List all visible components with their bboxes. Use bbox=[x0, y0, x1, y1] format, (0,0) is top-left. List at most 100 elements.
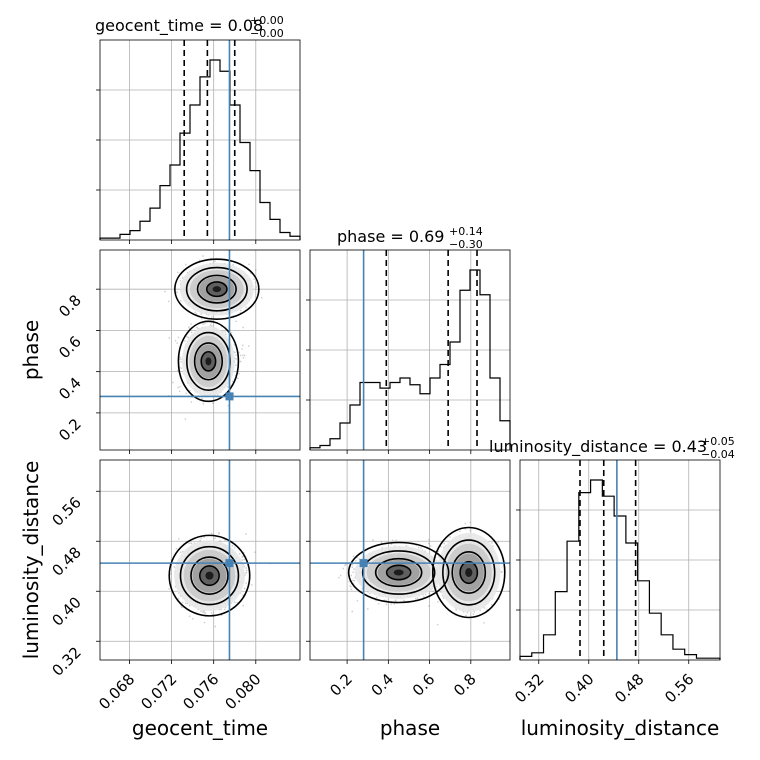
title-phase-sub: −0.30 bbox=[449, 238, 483, 251]
title-luminosity-distance-sub: −0.04 bbox=[701, 448, 735, 461]
xtick-label-luminosity-distance-2: 0.48 bbox=[611, 670, 647, 706]
hist-bar-luminosity-distance-3 bbox=[555, 592, 567, 660]
title-luminosity-distance-sup: +0.05 bbox=[701, 435, 735, 448]
scatter-panel-phase-vs-luminosity-distance-contour-1-3 bbox=[385, 564, 412, 581]
scatter-panel-geocent-time-vs-phase-frame bbox=[99, 249, 301, 451]
xlabel-geocent-time: geocent_time bbox=[132, 716, 268, 740]
ytick-label-luminosity-distance-2: 0.48 bbox=[48, 543, 84, 579]
scatter-panel-phase-vs-luminosity-distance-contour-0-0 bbox=[431, 526, 506, 619]
xtick-label-phase-1: 0.4 bbox=[368, 670, 398, 700]
hist-bar-phase-10 bbox=[410, 385, 420, 450]
hist-bar-phase-9 bbox=[400, 378, 410, 450]
ytick-label-luminosity-distance-1: 0.40 bbox=[48, 593, 84, 629]
ytick-label-luminosity-distance-3: 0.56 bbox=[48, 493, 84, 529]
xtick-label-phase-3: 0.8 bbox=[450, 670, 480, 700]
hist-bar-phase-14 bbox=[450, 342, 460, 450]
scatter-panel-phase-vs-luminosity-distance-plot bbox=[310, 460, 510, 660]
hist-bar-phase-1 bbox=[320, 446, 330, 451]
ytick-label-luminosity-distance-0: 0.32 bbox=[48, 643, 84, 679]
scatter-panel-geocent-time-vs-luminosity-distance-contour-0-1 bbox=[179, 545, 240, 606]
scatter-panel-phase-vs-luminosity-distance bbox=[306, 459, 511, 664]
scatter-panel-geocent-time-vs-luminosity-distance-contour-0-0 bbox=[168, 534, 251, 617]
xtick-label-geocent-time-1: 0.072 bbox=[137, 670, 180, 713]
scatter-panel-geocent-time-vs-luminosity-distance bbox=[96, 459, 301, 664]
scatter-panel-phase-vs-luminosity-distance-contour-0-3 bbox=[459, 560, 479, 585]
scatter-panel-phase-vs-luminosity-distance-frame bbox=[309, 459, 511, 661]
hist-bar-geocent-time-14 bbox=[240, 143, 250, 241]
title-phase-main: phase = 0.69 bbox=[337, 227, 444, 246]
scatter-panel-geocent-time-vs-phase bbox=[96, 249, 301, 454]
xtick-label-phase-2: 0.6 bbox=[409, 670, 439, 700]
hist-panel-luminosity-distance bbox=[516, 459, 721, 664]
hist-bar-luminosity-distance-6 bbox=[591, 480, 603, 660]
hist-bar-geocent-time-5 bbox=[150, 208, 160, 240]
ytick-label-phase-2: 0.6 bbox=[55, 333, 85, 363]
hist-bar-luminosity-distance-10 bbox=[638, 581, 650, 660]
hist-bar-luminosity-distance-14 bbox=[685, 655, 697, 660]
scatter-panel-geocent-time-vs-phase-contour-0-2 bbox=[196, 274, 237, 304]
scatter-panel-geocent-time-vs-luminosity-distance-density-0-4 bbox=[205, 571, 214, 580]
hist-bar-phase-8 bbox=[390, 383, 400, 451]
hist-bar-luminosity-distance-13 bbox=[673, 649, 685, 660]
hist-bar-geocent-time-15 bbox=[250, 171, 260, 240]
hist-bar-phase-13 bbox=[440, 365, 450, 451]
hist-bar-geocent-time-3 bbox=[130, 231, 140, 240]
ylabel-phase: phase bbox=[19, 320, 43, 380]
hist-bar-geocent-time-12 bbox=[220, 71, 230, 240]
hist-bar-luminosity-distance-4 bbox=[567, 541, 579, 660]
hist-bar-geocent-time-18 bbox=[280, 233, 290, 241]
scatter-panel-geocent-time-vs-phase-density-1-4 bbox=[205, 357, 212, 366]
frame-luminosity-distance bbox=[519, 459, 721, 661]
frame-geocent-time bbox=[99, 39, 301, 241]
scatter-panel-phase-vs-luminosity-distance-density-1-4 bbox=[393, 569, 404, 576]
hist-bar-geocent-time-16 bbox=[260, 203, 270, 241]
hist-bar-luminosity-distance-8 bbox=[614, 516, 626, 660]
frame-phase bbox=[309, 249, 511, 451]
xtick-label-geocent-time-0: 0.068 bbox=[95, 670, 138, 713]
scatter-panel-geocent-time-vs-phase-density-0-4 bbox=[212, 286, 222, 293]
hist-bar-geocent-time-2 bbox=[120, 234, 130, 240]
hist-bar-geocent-time-4 bbox=[140, 221, 150, 240]
hist-bar-phase-17 bbox=[480, 295, 490, 450]
scatter-panel-geocent-time-vs-phase-contour-1-0 bbox=[177, 320, 240, 403]
title-geocent-time-sub: −0.00 bbox=[250, 27, 284, 40]
xtick-label-phase-0: 0.2 bbox=[326, 670, 356, 700]
hist-line-geocent-time bbox=[99, 59, 301, 240]
hist-bar-geocent-time-17 bbox=[270, 219, 280, 240]
hist-line-luminosity-distance bbox=[519, 479, 721, 660]
hist-bar-phase-4 bbox=[350, 405, 360, 450]
ylabel-luminosity-distance: luminosity_distance bbox=[19, 461, 43, 660]
hist-bar-geocent-time-10 bbox=[200, 77, 210, 240]
title-phase-sup: +0.14 bbox=[449, 225, 483, 238]
ytick-label-phase-1: 0.4 bbox=[55, 374, 85, 404]
scatter-panel-geocent-time-vs-phase-contour-0-0 bbox=[174, 258, 260, 320]
hist-bar-phase-12 bbox=[430, 378, 440, 450]
hist-bar-geocent-time-9 bbox=[190, 105, 200, 240]
hist-bar-phase-3 bbox=[340, 423, 350, 450]
hist-line-phase bbox=[309, 269, 511, 450]
xtick-label-geocent-time-3: 0.080 bbox=[222, 670, 265, 713]
hist-bar-geocent-time-6 bbox=[160, 186, 170, 240]
title-luminosity-distance-main: luminosity_distance = 0.43 bbox=[489, 437, 707, 457]
title-luminosity-distance: luminosity_distance = 0.43 bbox=[489, 437, 707, 457]
xtick-label-geocent-time-2: 0.076 bbox=[179, 670, 222, 713]
scatter-panel-geocent-time-vs-luminosity-distance-truth-marker bbox=[225, 559, 234, 568]
hist-bar-phase-6 bbox=[370, 383, 380, 451]
scatter-panel-phase-vs-luminosity-distance-contour-1-1 bbox=[361, 550, 436, 595]
scatter-panel-geocent-time-vs-phase-truth-marker bbox=[225, 392, 234, 401]
scatter-panel-geocent-time-vs-luminosity-distance-contour-0-2 bbox=[190, 556, 229, 595]
hist-bar-luminosity-distance-1 bbox=[532, 653, 544, 660]
scatter-panel-phase-vs-luminosity-distance-truth-marker bbox=[359, 559, 368, 568]
xtick-label-luminosity-distance-0: 0.32 bbox=[511, 670, 547, 706]
scatter-panel-phase-vs-luminosity-distance-density-0-4 bbox=[465, 568, 473, 577]
scatter-panel-geocent-time-vs-luminosity-distance-frame bbox=[99, 459, 301, 661]
hist-bar-geocent-time-11 bbox=[210, 60, 220, 240]
hist-bar-phase-15 bbox=[460, 290, 470, 450]
hist-bar-luminosity-distance-12 bbox=[661, 635, 673, 660]
xtick-label-luminosity-distance-1: 0.40 bbox=[561, 670, 597, 706]
ytick-label-phase-0: 0.2 bbox=[55, 415, 85, 445]
ytick-label-phase-3: 0.8 bbox=[55, 291, 85, 321]
scatter-panel-geocent-time-vs-phase-contour-0-1 bbox=[185, 266, 248, 312]
hist-bar-phase-11 bbox=[420, 394, 430, 450]
